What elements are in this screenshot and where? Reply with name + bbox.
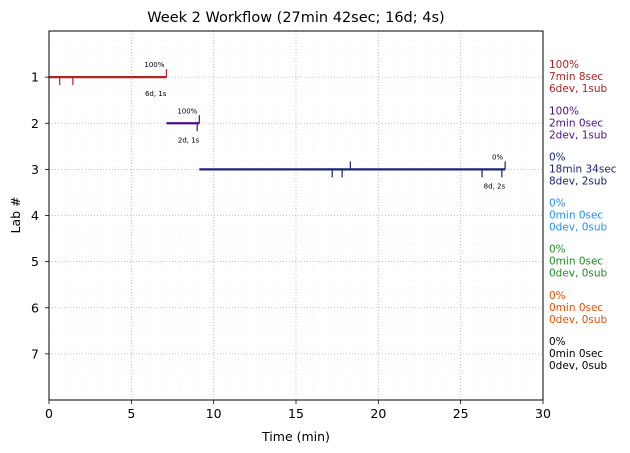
y-tick-label: 3: [31, 162, 39, 177]
lab-3-percent-label: 0%: [492, 153, 503, 161]
x-axis-label: Time (min): [261, 429, 330, 444]
y-tick-label: 7: [31, 346, 39, 361]
lab-5-summary-line: 0%: [549, 244, 566, 256]
lab-5-summary-line: 0dev, 0sub: [549, 268, 608, 280]
lab-1-percent-label: 100%: [144, 61, 164, 69]
lab-6-summary-line: 0dev, 0sub: [549, 314, 608, 326]
lab-4-summary-line: 0%: [549, 198, 566, 210]
lab-2-summary-line: 2dev, 1sub: [549, 129, 608, 141]
y-axis-ticks: 1 2 3 4 5 6 7: [31, 70, 49, 361]
lab-2-percent-label: 100%: [177, 107, 197, 115]
x-tick-label: 25: [453, 406, 469, 421]
lab-1-summary-line: 100%: [549, 59, 579, 71]
lab-7-summary-line: 0min 0sec: [549, 348, 603, 360]
lab-2-summary-line: 100%: [549, 105, 579, 117]
lab-1-counts-label: 6d, 1s: [145, 90, 167, 98]
x-axis-ticks: 0 5 10 15 20 25 30: [45, 400, 551, 421]
x-tick-label: 5: [127, 406, 135, 421]
lab-6-summary-line: 0min 0sec: [549, 302, 603, 314]
y-tick-label: 1: [31, 70, 39, 85]
lab-7-summary-line: 0%: [549, 336, 566, 348]
y-tick-label: 4: [31, 208, 39, 223]
lab-1-summary-line: 7min 8sec: [549, 71, 603, 83]
x-tick-label: 20: [370, 406, 386, 421]
lab-2-summary-line: 2min 0sec: [549, 117, 603, 129]
lab-3-counts-label: 8d, 2s: [484, 182, 506, 190]
y-axis-label: Lab #: [8, 196, 23, 233]
x-tick-label: 30: [535, 406, 551, 421]
lab-3-summary-line: 8dev, 2sub: [549, 175, 608, 187]
lab-7-summary-line: 0dev, 0sub: [549, 360, 608, 372]
lab-2-counts-label: 2d, 1s: [178, 136, 200, 144]
x-tick-label: 15: [288, 406, 304, 421]
lab-6-summary-line: 0%: [549, 290, 566, 302]
chart-title: Week 2 Workflow (27min 42sec; 16d; 4s): [147, 10, 444, 26]
lab-bars: 100% 6d, 1s 100% 2d, 1s 0% 8d, 2s: [49, 61, 506, 190]
x-tick-label: 0: [45, 406, 53, 421]
y-tick-label: 5: [31, 254, 39, 269]
lab-3-summary-line: 18min 34sec: [549, 163, 617, 175]
y-tick-label: 6: [31, 300, 39, 315]
lab-1-summary-line: 6dev, 1sub: [549, 83, 608, 95]
y-tick-label: 2: [31, 116, 39, 131]
x-tick-label: 10: [206, 406, 222, 421]
lab-3-summary-line: 0%: [549, 151, 566, 163]
grid: [48, 31, 544, 400]
lab-4-summary-line: 0min 0sec: [549, 210, 603, 222]
lab-4-summary-line: 0dev, 0sub: [549, 222, 608, 234]
lab-5-summary-line: 0min 0sec: [549, 256, 603, 268]
